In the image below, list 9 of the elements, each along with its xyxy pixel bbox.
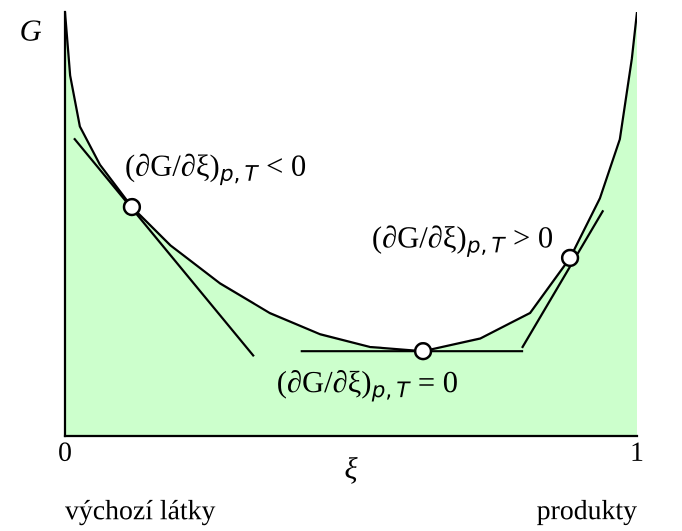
text: produkty (537, 500, 637, 526)
x-tick-label: 1 (632, 442, 642, 461)
x-tick-label: 0 (59, 442, 71, 462)
annotation: (∂G/∂ξ)$_{p,T}$ < 0 (126, 154, 306, 186)
annotation: (∂G/∂ξ)$_{p,T}$ > 0 (373, 225, 552, 257)
annotation: (∂G/∂ξ)$_{p,T}$ = 0 (278, 370, 457, 402)
y-axis-title: G (21, 20, 42, 41)
text: výchozí látky (65, 500, 216, 526)
x-axis-title: ξ (346, 457, 358, 484)
